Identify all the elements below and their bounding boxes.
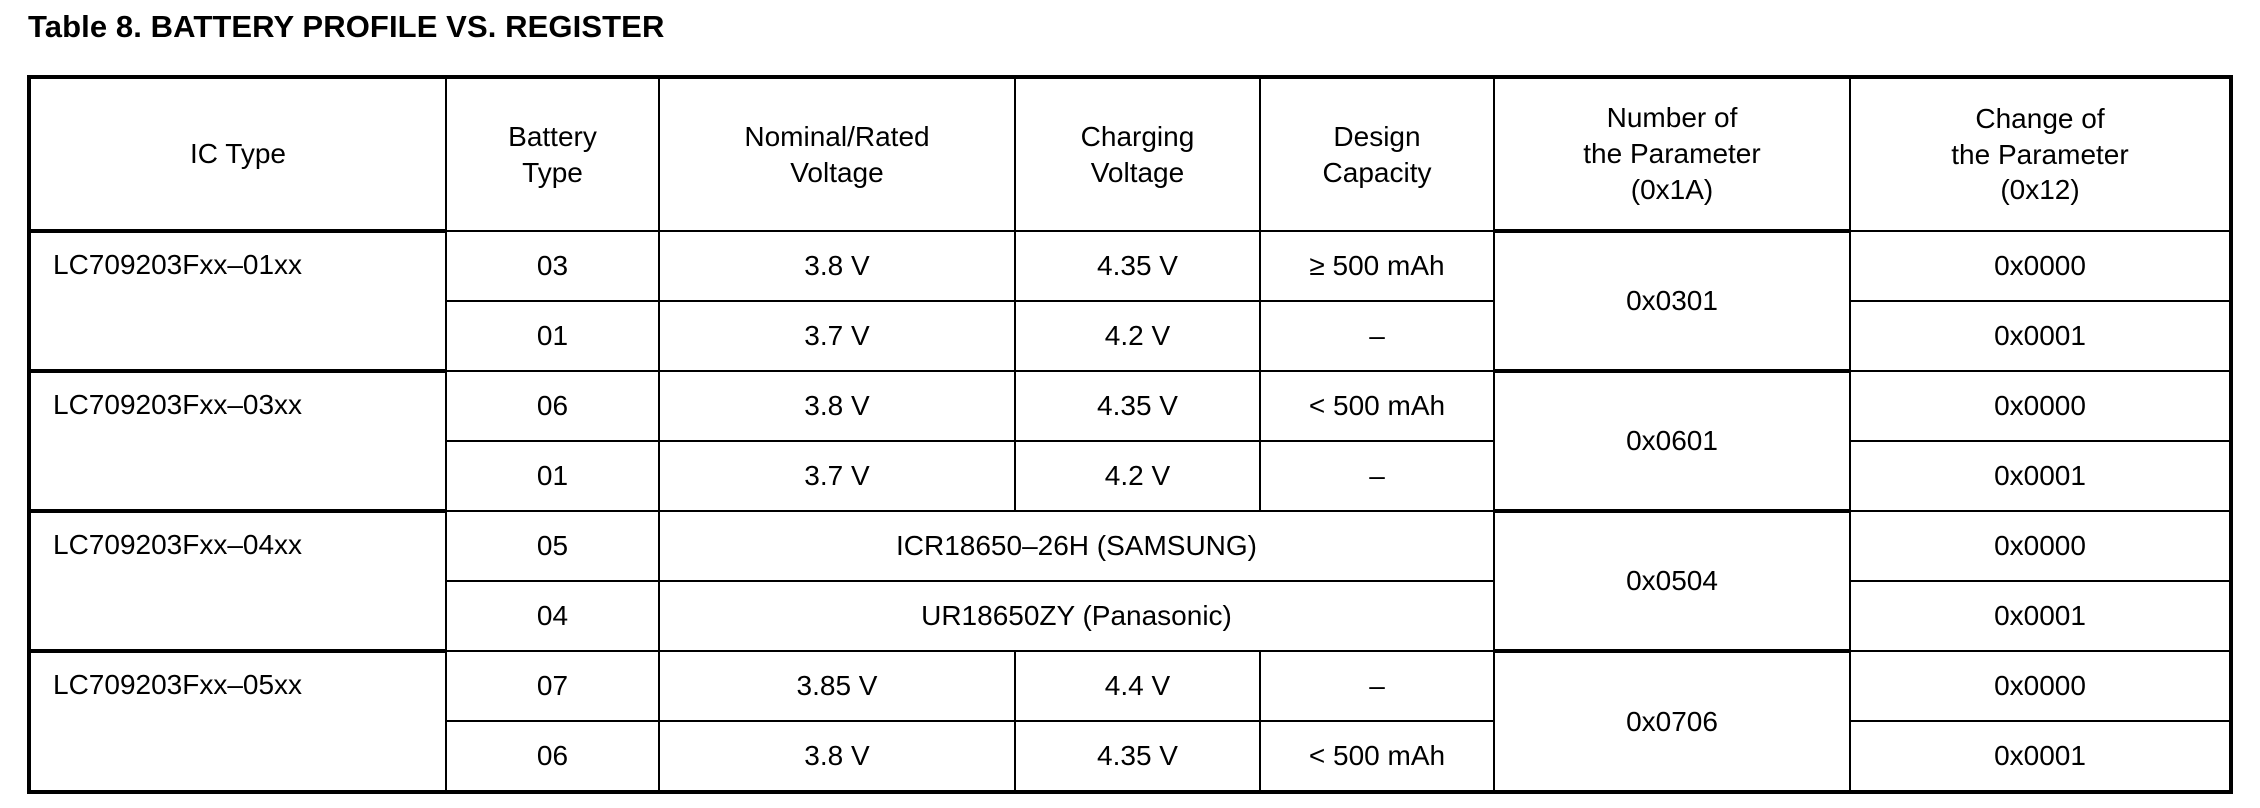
column-header-battery-type-line-2: Type (522, 156, 583, 188)
column-header-ic-type: IC Type (28, 76, 447, 232)
column-header-ic-type-line-1: IC Type (190, 138, 286, 170)
column-header-charging-voltage: Charging Voltage (1014, 76, 1261, 232)
column-header-battery-type: Battery Type (445, 76, 660, 232)
cell-number-of-parameter: 0x0504 (1493, 509, 1851, 652)
table-body: LC709203Fxx–01xx 03 3.8 V 4.35 V ≥ 500 m… (28, 229, 2232, 793)
cell-charging-voltage: 4.4 V (1014, 650, 1261, 722)
cell-charging-voltage: 4.35 V (1014, 370, 1261, 442)
cell-change-of-parameter: 0x0000 (1849, 650, 2232, 722)
column-header-change-of-parameter-register: (0x12) (2000, 174, 2080, 206)
cell-nominal-rated-voltage: 3.8 V (658, 720, 1016, 793)
table-caption: Table 8. BATTERY PROFILE VS. REGISTER (28, 9, 665, 44)
table-row: LC709203Fxx–05xx 07 3.85 V 4.4 V – 0x070… (28, 649, 2232, 793)
table-row: LC709203Fxx–01xx 03 3.8 V 4.35 V ≥ 500 m… (28, 229, 2232, 372)
cell-battery-type: 07 (445, 650, 660, 722)
cell-nominal-rated-voltage: 3.85 V (658, 650, 1016, 722)
cell-change-of-parameter: 0x0001 (1849, 720, 2232, 793)
cell-design-capacity: – (1259, 650, 1495, 722)
cell-change-of-parameter: 0x0001 (1849, 440, 2232, 512)
column-header-nominal-rated-voltage-line-1: Nominal/Rated (744, 120, 930, 152)
column-header-change-of-parameter-line-1: Change of (1975, 102, 2105, 134)
column-header-number-of-parameter-register: (0x1A) (1630, 173, 1714, 205)
cell-change-of-parameter: 0x0000 (1849, 370, 2232, 442)
cell-charging-voltage: 4.2 V (1014, 440, 1261, 512)
cell-ic-type: LC709203Fxx–01xx (28, 229, 447, 372)
cell-nominal-rated-voltage: 3.7 V (658, 300, 1016, 372)
column-header-battery-type-line-1: Battery (508, 120, 597, 152)
cell-number-of-parameter: 0x0601 (1493, 369, 1851, 512)
cell-number-of-parameter: 0x0301 (1493, 229, 1851, 372)
column-header-number-of-parameter-line-2: the Parameter (1583, 138, 1761, 170)
cell-nominal-rated-voltage: 3.8 V (658, 370, 1016, 442)
table-row: 01 3.7 V 4.2 V – 0x0001 (29, 300, 2232, 372)
cell-design-capacity: < 500 mAh (1259, 370, 1495, 442)
cell-charging-voltage: 4.2 V (1014, 300, 1261, 372)
column-header-design-capacity-line-2: Capacity (1322, 156, 1432, 188)
cell-nominal-rated-voltage: 3.7 V (658, 440, 1016, 512)
column-header-change-of-parameter-line-2: the Parameter (1951, 138, 2129, 170)
column-header-nominal-rated-voltage: Nominal/Rated Voltage (658, 76, 1016, 232)
cell-battery-type: 06 (445, 720, 660, 793)
table-header-row: IC Type Battery Type Nominal/Rated Volta… (28, 76, 2232, 232)
cell-design-capacity: < 500 mAh (1259, 720, 1495, 793)
cell-battery-type: 05 (445, 510, 660, 582)
column-header-number-of-parameter: Number of the Parameter (0x1A) (1493, 76, 1851, 232)
cell-battery-model: ICR18650–26H (SAMSUNG) (658, 510, 1495, 582)
cell-ic-type: LC709203Fxx–04xx (28, 509, 447, 652)
cell-battery-model: UR18650ZY (Panasonic) (658, 580, 1495, 652)
cell-battery-type: 01 (445, 300, 660, 372)
battery-profile-table: IC Type Battery Type Nominal/Rated Volta… (27, 75, 2233, 794)
table-row: 06 3.8 V 4.35 V < 500 mAh 0x0001 (29, 720, 2232, 793)
column-header-design-capacity: Design Capacity (1259, 76, 1495, 232)
cell-charging-voltage: 4.35 V (1014, 230, 1261, 302)
cell-ic-type: LC709203Fxx–03xx (28, 369, 447, 512)
cell-change-of-parameter: 0x0001 (1849, 580, 2232, 652)
column-header-nominal-rated-voltage-line-2: Voltage (790, 156, 884, 188)
table-row: 01 3.7 V 4.2 V – 0x0001 (29, 440, 2232, 512)
cell-change-of-parameter: 0x0000 (1849, 510, 2232, 582)
cell-number-of-parameter: 0x0706 (1493, 649, 1851, 793)
cell-change-of-parameter: 0x0000 (1849, 230, 2232, 302)
column-header-design-capacity-line-1: Design (1333, 120, 1421, 152)
cell-battery-type: 04 (445, 580, 660, 652)
cell-battery-type: 06 (445, 370, 660, 442)
cell-battery-type: 03 (445, 230, 660, 302)
table-header: IC Type Battery Type Nominal/Rated Volta… (28, 76, 2232, 232)
cell-charging-voltage: 4.35 V (1014, 720, 1261, 793)
cell-design-capacity: – (1259, 440, 1495, 512)
cell-change-of-parameter: 0x0001 (1849, 300, 2232, 372)
column-header-charging-voltage-line-2: Voltage (1090, 156, 1185, 188)
cell-battery-type: 01 (445, 440, 660, 512)
column-header-charging-voltage-line-1: Charging (1080, 120, 1195, 152)
table-row: 04 UR18650ZY (Panasonic) 0x0001 (29, 580, 2232, 652)
cell-nominal-rated-voltage: 3.8 V (658, 230, 1016, 302)
column-header-number-of-parameter-line-1: Number of (1606, 102, 1738, 134)
cell-design-capacity: – (1259, 300, 1495, 372)
column-header-change-of-parameter: Change of the Parameter (0x12) (1849, 76, 2232, 232)
table-row: LC709203Fxx–04xx 05 ICR18650–26H (SAMSUN… (28, 509, 2232, 652)
cell-design-capacity: ≥ 500 mAh (1259, 230, 1495, 302)
cell-ic-type: LC709203Fxx–05xx (28, 649, 447, 793)
table-row: LC709203Fxx–03xx 06 3.8 V 4.35 V < 500 m… (28, 369, 2232, 512)
